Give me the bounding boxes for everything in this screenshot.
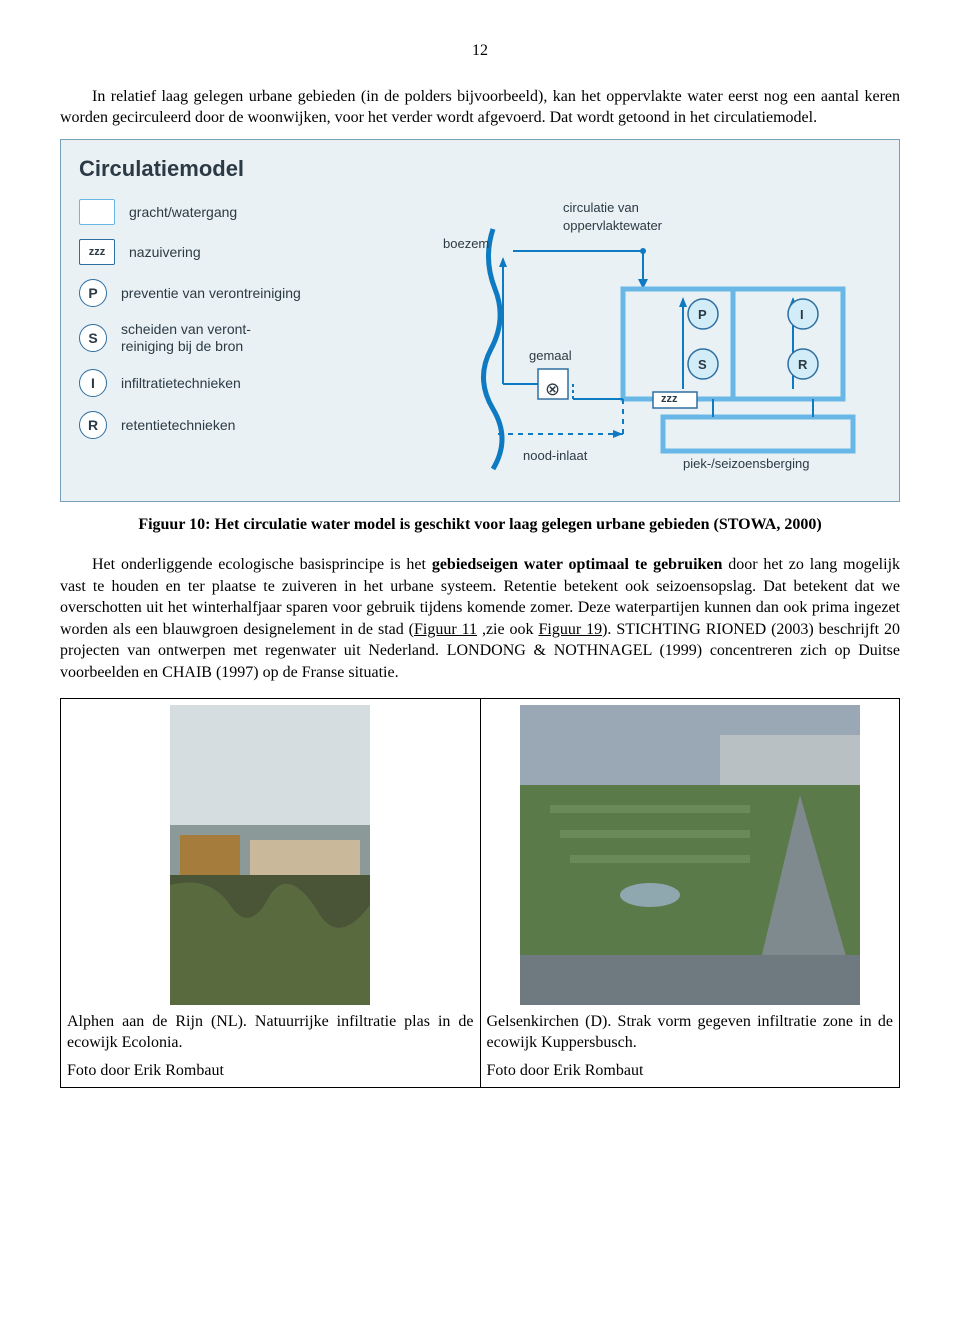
- figure-diagram: circulatie van oppervlaktewater boezem g…: [383, 199, 881, 479]
- photo-table: Alphen aan de Rijn (NL). Natuurrijke inf…: [60, 698, 900, 1089]
- figure-title: Circulatiemodel: [79, 154, 881, 184]
- label-circulatie: circulatie van oppervlaktewater: [563, 199, 662, 234]
- legend-label: infiltratietechnieken: [121, 375, 241, 392]
- legend-row: gracht/watergang: [79, 199, 359, 225]
- paragraph-2: Het onderliggende ecologische basisprinc…: [60, 554, 900, 684]
- figure-circulatiemodel: Circulatiemodel gracht/watergang zzz nazui…: [60, 139, 900, 503]
- p2-pre: Het onderliggende ecologische basisprinc…: [92, 556, 432, 573]
- label-boezem: boezem: [443, 235, 489, 253]
- legend-label: preventie van verontreiniging: [121, 285, 301, 302]
- legend-row: zzz nazuivering: [79, 239, 359, 265]
- legend-icon: P: [79, 279, 107, 307]
- legend-icon: S: [79, 324, 107, 352]
- legend-row: Iinfiltratietechnieken: [79, 369, 359, 397]
- legend-row: Rretentietechnieken: [79, 411, 359, 439]
- photo-cell-left: Alphen aan de Rijn (NL). Natuurrijke inf…: [60, 698, 481, 1089]
- legend-row: Ppreventie van verontreiniging: [79, 279, 359, 307]
- photo-right-caption: Gelsenkirchen (D). Strak vorm gegeven in…: [487, 1011, 894, 1054]
- gemaal-symbol: ⊗: [545, 377, 560, 401]
- figure-caption: Figuur 10: Het circulatie water model is…: [60, 514, 900, 536]
- photo-left: [170, 705, 370, 1005]
- legend-icon: I: [79, 369, 107, 397]
- link-figuur-19[interactable]: Figuur 19: [538, 621, 602, 638]
- page-number: 12: [60, 40, 900, 62]
- figure-legend: gracht/watergang zzz nazuivering Ppreventie…: [79, 199, 359, 479]
- node-zzz: zzz: [661, 392, 678, 407]
- p2-mid2: ,zie ook: [477, 621, 538, 638]
- legend-label: scheiden van veront- reiniging bij de br…: [121, 321, 251, 355]
- photo-right-credit: Foto door Erik Rombaut: [487, 1060, 894, 1082]
- paragraph-1: In relatief laag gelegen urbane gebieden…: [60, 86, 900, 129]
- label-nood: nood-inlaat: [523, 447, 587, 465]
- photo-left-credit: Foto door Erik Rombaut: [67, 1060, 474, 1082]
- p2-bold: gebiedseigen water optimaal te gebruiken: [432, 556, 723, 573]
- label-piek: piek-/seizoensberging: [683, 455, 809, 473]
- legend-icon: zzz: [79, 239, 115, 265]
- legend-icon: R: [79, 411, 107, 439]
- photo-right: [520, 705, 860, 1005]
- node-p: P: [698, 306, 707, 324]
- node-i: I: [800, 306, 804, 324]
- legend-label: retentietechnieken: [121, 417, 235, 434]
- legend-icon: [79, 199, 115, 225]
- node-r: R: [798, 356, 807, 374]
- legend-row: Sscheiden van veront- reiniging bij de b…: [79, 321, 359, 355]
- photo-cell-right: Gelsenkirchen (D). Strak vorm gegeven in…: [481, 698, 901, 1089]
- link-figuur-11[interactable]: Figuur 11: [414, 621, 477, 638]
- legend-label: nazuivering: [129, 244, 201, 261]
- legend-label: gracht/watergang: [129, 204, 237, 221]
- label-gemaal: gemaal: [529, 347, 572, 365]
- photo-left-caption: Alphen aan de Rijn (NL). Natuurrijke inf…: [67, 1011, 474, 1054]
- node-s: S: [698, 356, 707, 374]
